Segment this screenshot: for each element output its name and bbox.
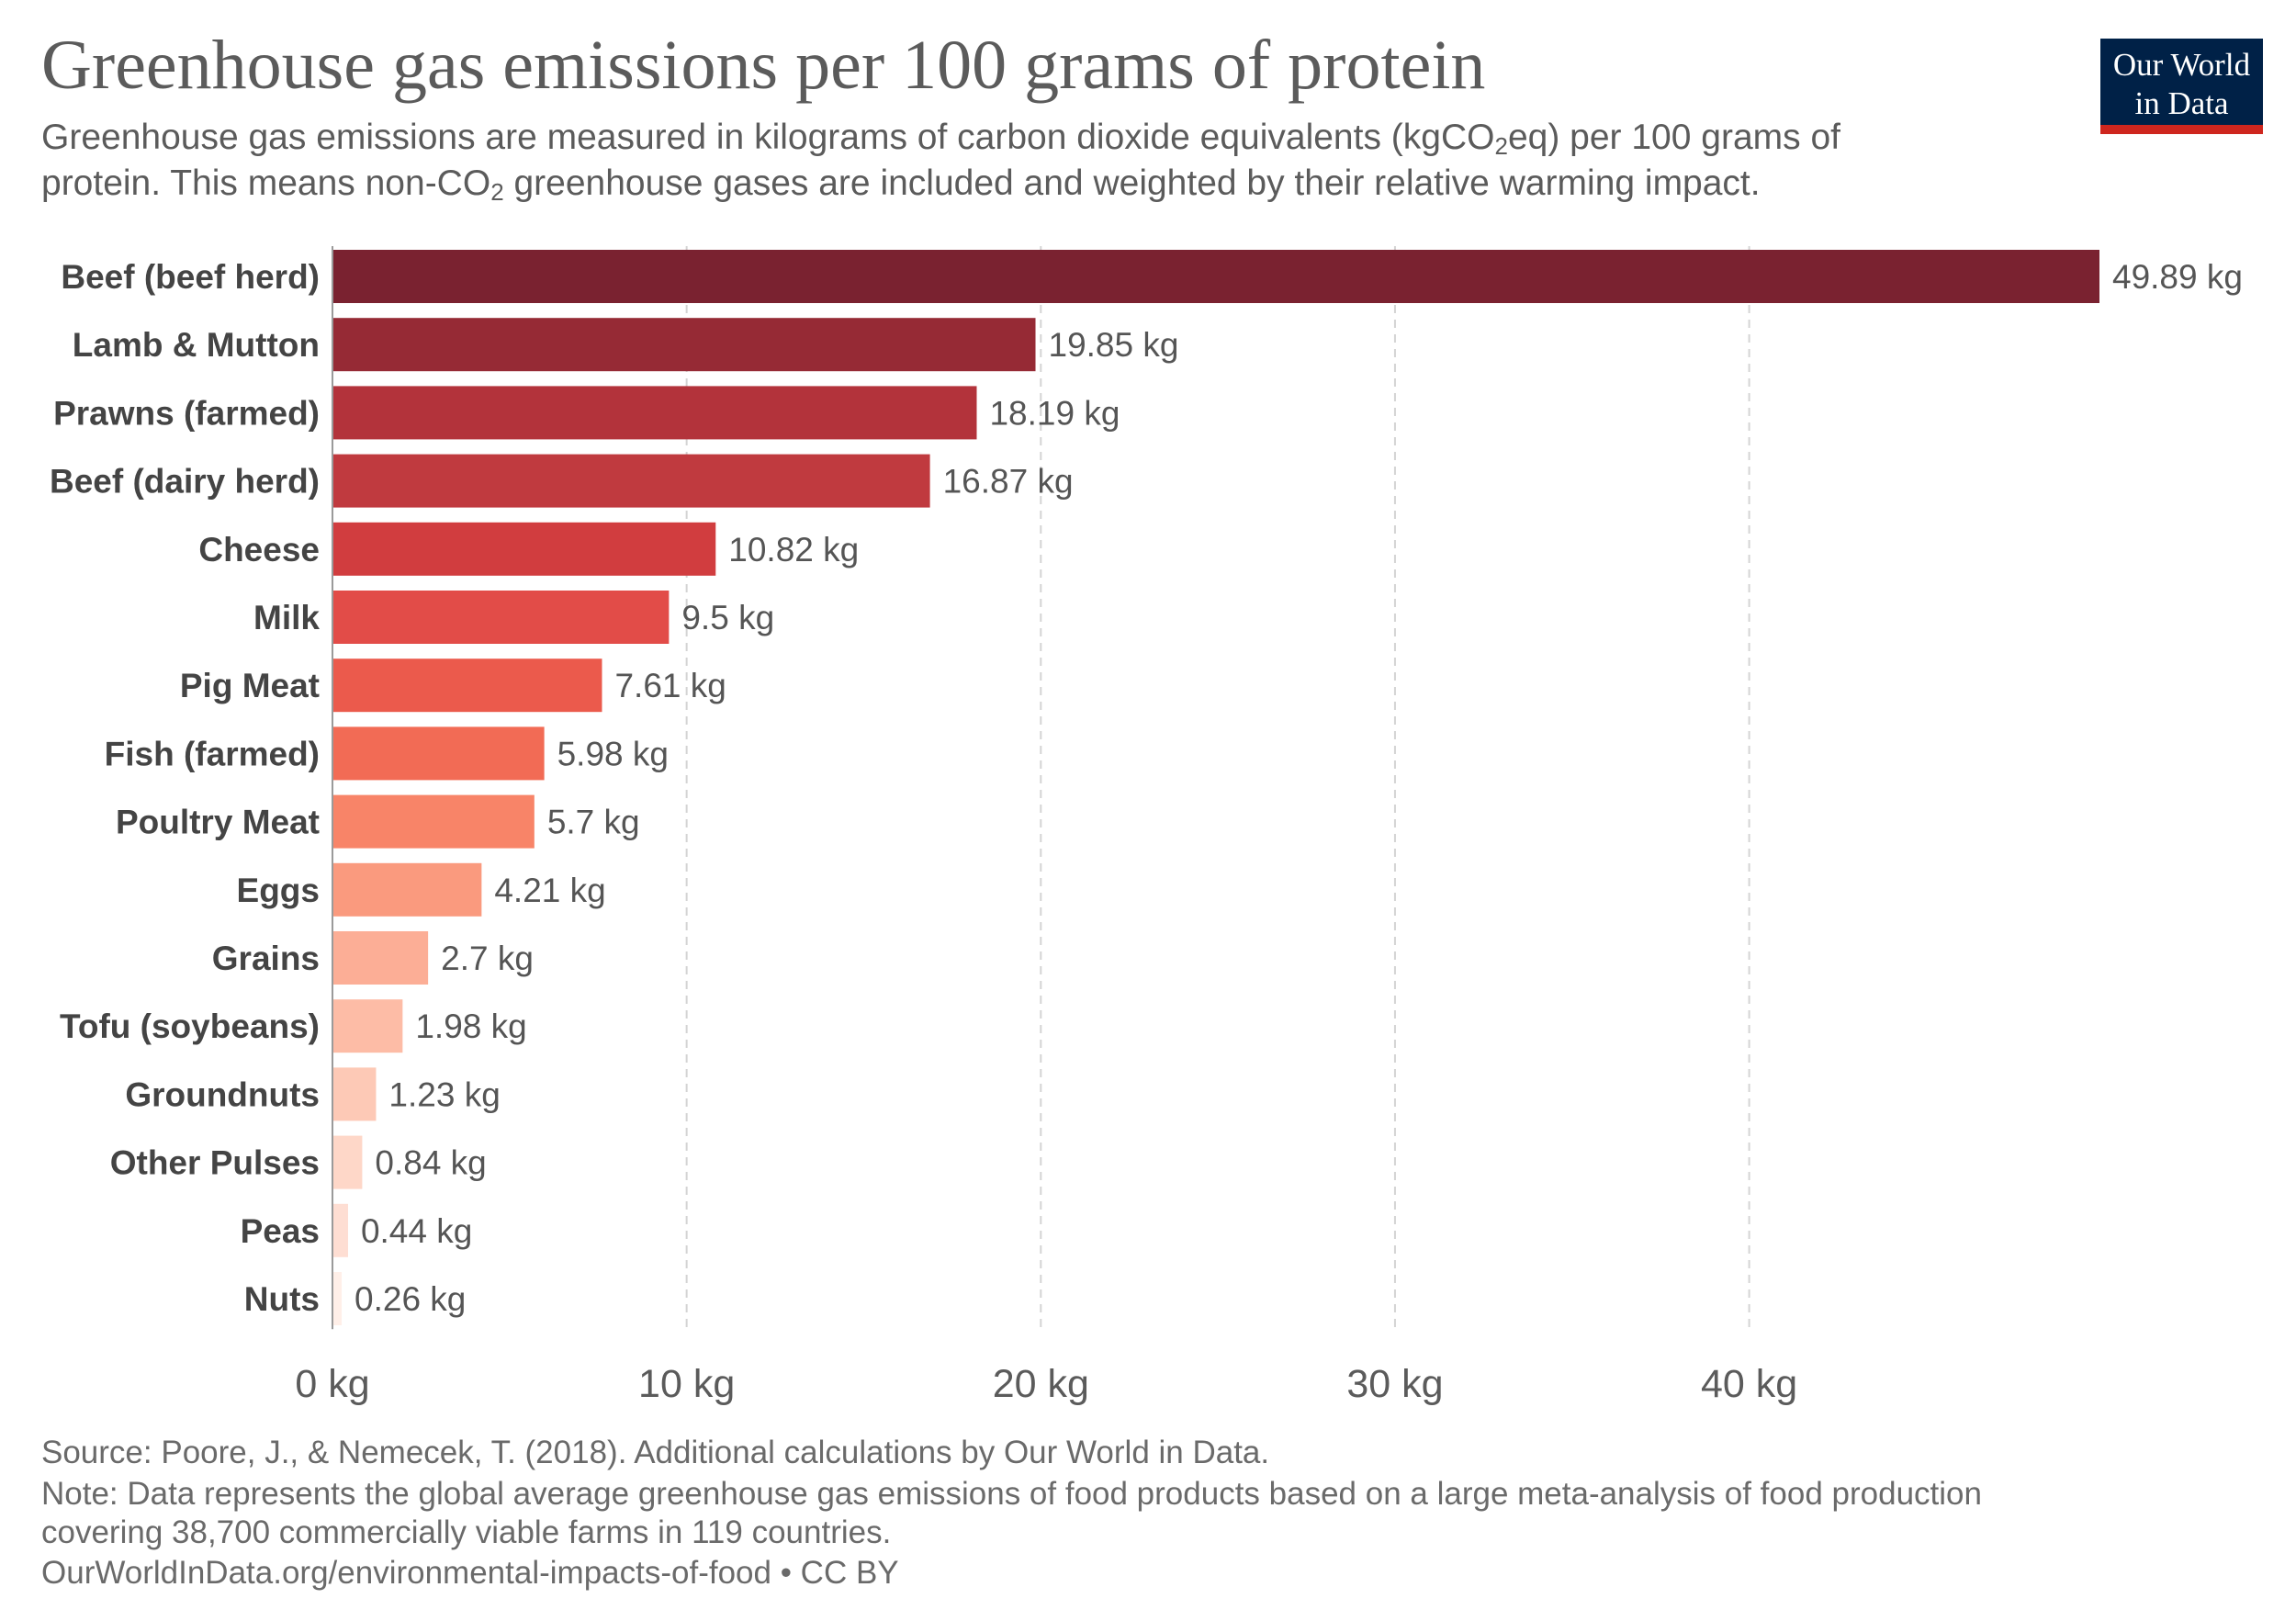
category-label: Cheese <box>198 531 320 568</box>
footer-source: Source: Poore, J., & Nemecek, T. (2018).… <box>41 1435 1270 1470</box>
owid-logo[interactable]: Our World in Data <box>2100 39 2263 134</box>
value-label: 1.98 kg <box>415 1007 526 1045</box>
bar-0 <box>332 250 2099 303</box>
chart-subtitle-line-2: protein. This means non-CO2 greenhouse g… <box>41 163 1761 206</box>
x-tick-label: 20 kg <box>993 1362 1089 1406</box>
category-label: Milk <box>253 599 320 636</box>
x-tick-label: 0 kg <box>295 1362 369 1406</box>
bar-2 <box>332 386 977 440</box>
category-label: Pig Meat <box>180 667 320 704</box>
value-label: 9.5 kg <box>681 599 774 636</box>
category-label: Tofu (soybeans) <box>60 1007 320 1045</box>
bar-9 <box>332 862 482 917</box>
value-label: 0.84 kg <box>375 1144 486 1182</box>
value-label: 10.82 kg <box>728 531 859 568</box>
value-label: 5.98 kg <box>557 735 669 772</box>
value-label: 18.19 kg <box>989 394 1120 432</box>
bar-5 <box>332 591 670 644</box>
value-label: 0.26 kg <box>355 1280 466 1318</box>
x-tick-label: 10 kg <box>638 1362 735 1406</box>
footer-note-line-2: covering 38,700 commercially viable farm… <box>41 1514 892 1550</box>
bar-4 <box>332 522 716 576</box>
bar-6 <box>332 659 602 713</box>
category-label: Lamb & Mutton <box>73 326 320 364</box>
category-label: Other Pulses <box>110 1144 320 1182</box>
category-label: Peas <box>241 1212 320 1250</box>
value-label: 5.7 kg <box>547 804 640 841</box>
x-tick-label: 30 kg <box>1346 1362 1443 1406</box>
bar-10 <box>332 931 429 985</box>
bar-12 <box>332 1067 377 1121</box>
category-label: Poultry Meat <box>116 804 320 841</box>
footer-note-line-1: Note: Data represents the global average… <box>41 1476 1982 1512</box>
category-label: Eggs <box>237 872 320 909</box>
logo-line-1: Our World <box>2112 47 2251 83</box>
value-label: 19.85 kg <box>1049 326 1179 364</box>
category-label: Groundnuts <box>125 1075 320 1113</box>
category-label: Nuts <box>244 1280 320 1318</box>
value-label: 1.23 kg <box>388 1075 500 1113</box>
bar-13 <box>332 1135 363 1189</box>
value-label: 4.21 kg <box>494 872 605 909</box>
bar-11 <box>332 999 403 1053</box>
value-label: 2.7 kg <box>441 940 534 977</box>
category-label: Fish (farmed) <box>105 735 320 772</box>
value-label: 49.89 kg <box>2112 258 2243 296</box>
category-label: Grains <box>212 940 320 977</box>
value-label: 0.44 kg <box>361 1212 472 1250</box>
bar-14 <box>332 1203 348 1257</box>
bar-8 <box>332 794 535 849</box>
chart-subtitle-line-1: Greenhouse gas emissions are measured in… <box>41 118 1840 160</box>
bar-7 <box>332 726 545 781</box>
bar-1 <box>332 318 1036 372</box>
bar-15 <box>332 1272 343 1325</box>
category-label: Prawns (farmed) <box>53 394 320 432</box>
footer-url[interactable]: OurWorldInData.org/environmental-impacts… <box>41 1555 899 1591</box>
category-label: Beef (dairy herd) <box>50 463 320 501</box>
bar-3 <box>332 454 930 508</box>
value-label: 16.87 kg <box>943 463 1074 501</box>
logo-line-2: in Data <box>2134 85 2229 121</box>
category-label: Beef (beef herd) <box>61 258 320 296</box>
value-label: 7.61 kg <box>614 667 726 704</box>
x-tick-label: 40 kg <box>1701 1362 1797 1406</box>
chart-title: Greenhouse gas emissions per 100 grams o… <box>41 27 1486 104</box>
